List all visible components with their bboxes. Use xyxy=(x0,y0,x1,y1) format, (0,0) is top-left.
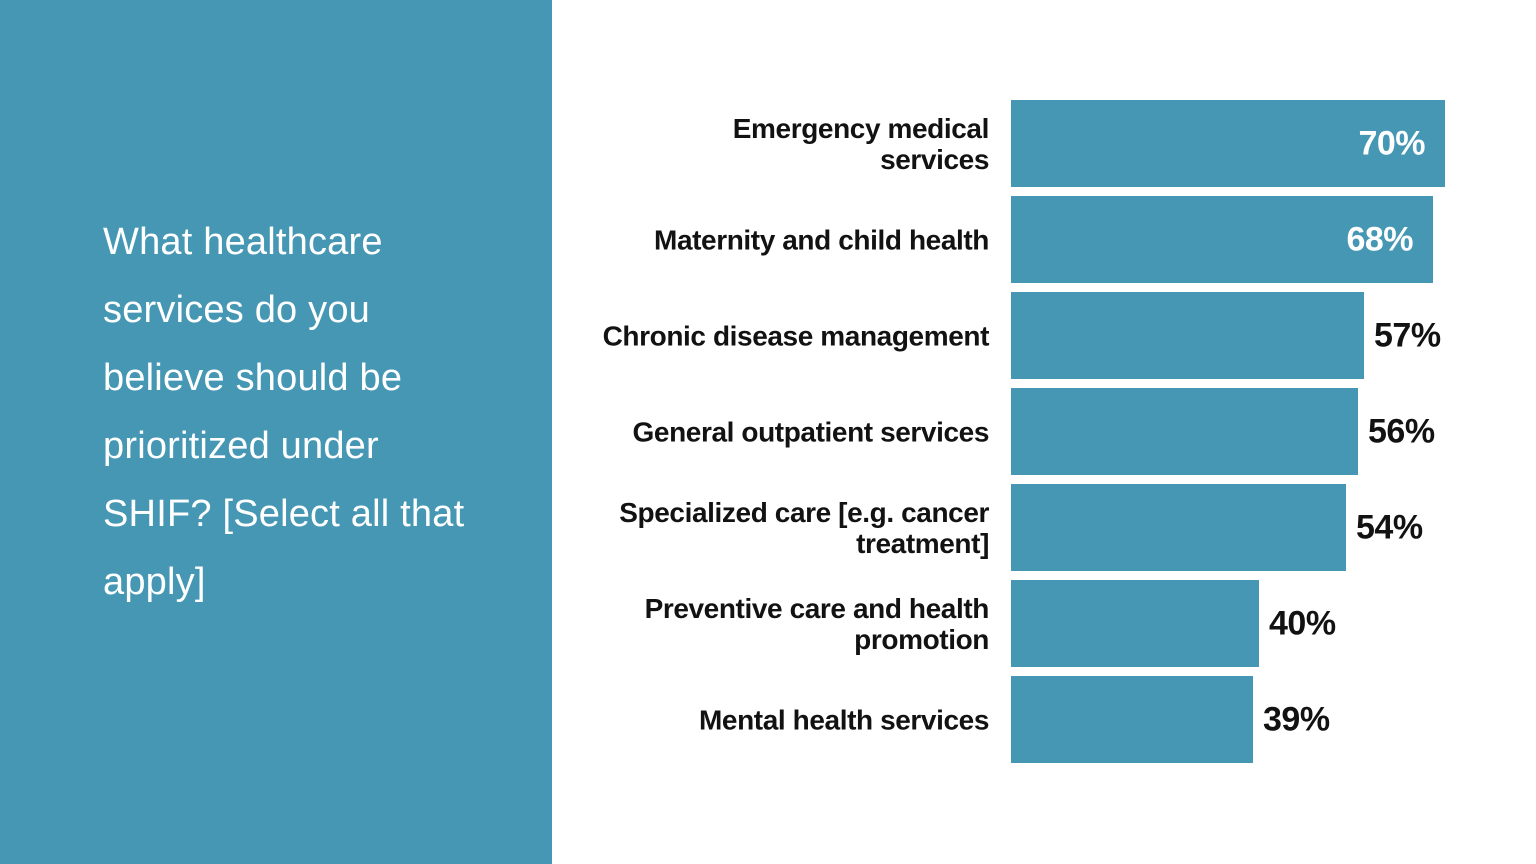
category-label-line: Emergency medical xyxy=(732,112,990,144)
bar xyxy=(1011,580,1259,667)
value-label: 40% xyxy=(1269,604,1336,642)
question-line: SHIF? [Select all that xyxy=(103,493,465,535)
category-label: Specialized care [e.g. cancer treatment] xyxy=(552,497,989,559)
category-label: Mental health services xyxy=(552,704,989,735)
category-label: Preventive care and health promotion xyxy=(552,592,990,655)
bar-row: Chronic disease management 57% xyxy=(552,292,1536,379)
category-label: Emergency medical services xyxy=(552,112,990,175)
bar-row: General outpatient services 56% xyxy=(552,388,1536,475)
category-label-line: Preventive care and health xyxy=(644,592,990,624)
bar xyxy=(1011,676,1253,763)
question-line: believe should be xyxy=(103,357,403,399)
category-label-line: services xyxy=(880,143,989,175)
question-text: What healthcare services do you believe sh… xyxy=(103,208,533,616)
bar xyxy=(1011,484,1346,571)
category-label-line: Specialized care [e.g. cancer xyxy=(619,496,989,528)
category-label-line: promotion xyxy=(854,623,989,655)
category-label-line: General outpatient services xyxy=(632,416,990,447)
question-line: prioritized under xyxy=(103,425,379,467)
bar-row: Mental health services 39% xyxy=(552,676,1536,763)
bar-row: Preventive care and health promotion 40% xyxy=(552,580,1536,667)
bar-chart: Emergency medical services 70% Maternity an… xyxy=(552,100,1536,780)
bar-row: Specialized care [e.g. cancer treatment] 5… xyxy=(552,484,1536,571)
bar-row: Emergency medical services 70% xyxy=(552,100,1536,187)
value-label: 54% xyxy=(1356,508,1423,546)
value-label: 70% xyxy=(1358,124,1425,162)
category-label: Chronic disease management xyxy=(552,320,990,351)
value-label: 57% xyxy=(1374,316,1441,354)
value-label: 68% xyxy=(1346,220,1413,258)
bar-row: Maternity and child health 68% xyxy=(552,196,1536,283)
question-line: services do you xyxy=(103,289,371,331)
bar xyxy=(1011,388,1358,475)
bar: 70% xyxy=(1011,100,1445,187)
category-label-line: Chronic disease management xyxy=(602,320,990,351)
category-label-line: treatment] xyxy=(856,527,989,559)
question-line: apply] xyxy=(103,561,206,603)
bar xyxy=(1011,292,1364,379)
category-label: Maternity and child health xyxy=(552,224,989,255)
category-label: General outpatient services xyxy=(552,416,990,447)
category-label-line: Mental health services xyxy=(699,704,989,735)
category-label-line: Maternity and child health xyxy=(654,224,989,255)
value-label: 56% xyxy=(1368,412,1435,450)
question-line: What healthcare xyxy=(103,221,383,263)
question-panel: What healthcare services do you believe sh… xyxy=(0,0,552,864)
bar: 68% xyxy=(1011,196,1433,283)
value-label: 39% xyxy=(1263,700,1330,738)
